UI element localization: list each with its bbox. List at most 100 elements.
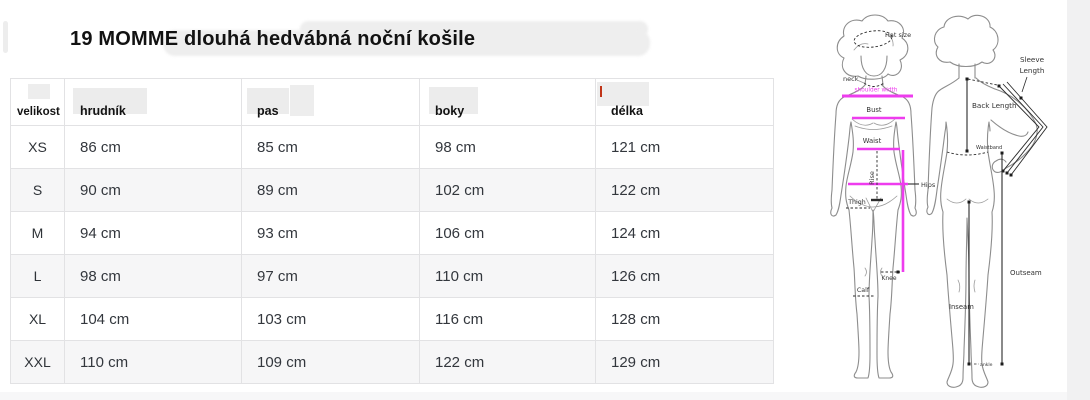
sleeve-length-label-1: Sleeve bbox=[1020, 55, 1045, 64]
size-table-header-row: velikost hrudník pas boky délka bbox=[10, 78, 774, 126]
outseam-label: Outseam bbox=[1010, 269, 1042, 277]
front-figure: Hat size neck shoulder width Bust Waist … bbox=[830, 14, 936, 379]
panty-lines bbox=[849, 195, 898, 213]
inseam-bottom-dot bbox=[967, 362, 971, 366]
cell-chest: 86 cm bbox=[64, 125, 242, 169]
cell-length: 121 cm bbox=[595, 125, 774, 169]
seat-lines bbox=[946, 198, 989, 204]
back-figure: Back Length Waistband Sleeve Length Inse… bbox=[926, 14, 1048, 388]
back-body bbox=[926, 77, 995, 388]
size-table: velikost hrudník pas boky délka XS 86 cm… bbox=[10, 78, 774, 384]
neck-to-sleeve-line bbox=[967, 78, 998, 86]
cell-size: XXL bbox=[10, 340, 65, 384]
sleeve-band-2 bbox=[1002, 83, 1044, 174]
column-header-waist: pas bbox=[241, 78, 420, 126]
neck-label: neck bbox=[843, 75, 859, 83]
back-hair bbox=[933, 14, 999, 68]
table-row: XS 86 cm 85 cm 98 cm 121 cm bbox=[10, 125, 774, 169]
waistband-label: Waistband bbox=[976, 145, 1002, 151]
sleeve-start-dot bbox=[997, 84, 1001, 88]
cell-length: 124 cm bbox=[595, 211, 774, 255]
column-header-hips: boky bbox=[419, 78, 596, 126]
cell-length: 126 cm bbox=[595, 254, 774, 298]
cell-hips: 106 cm bbox=[419, 211, 596, 255]
cell-hips: 98 cm bbox=[419, 125, 596, 169]
sleeve-end-dot bbox=[1005, 171, 1009, 175]
column-header-chest: hrudník bbox=[64, 78, 242, 126]
page-right-gutter bbox=[1067, 0, 1090, 400]
cell-waist: 103 cm bbox=[241, 297, 420, 341]
cell-length: 128 cm bbox=[595, 297, 774, 341]
rise-label: Rise bbox=[868, 171, 876, 185]
cell-hips: 110 cm bbox=[419, 254, 596, 298]
table-row: XXL 110 cm 109 cm 122 cm 129 cm bbox=[10, 340, 774, 384]
back-knee-lines bbox=[957, 279, 976, 293]
neck-pointer bbox=[856, 79, 865, 84]
column-header-size: velikost bbox=[10, 78, 65, 126]
hat-size-line bbox=[853, 30, 893, 48]
cell-chest: 110 cm bbox=[64, 340, 242, 384]
table-row: XL 104 cm 103 cm 116 cm 128 cm bbox=[10, 297, 774, 341]
inseam-label: Inseam bbox=[949, 303, 974, 311]
cell-length: 122 cm bbox=[595, 168, 774, 212]
body-measurement-diagram: Hat size neck shoulder width Bust Waist … bbox=[830, 14, 1048, 388]
cell-hips: 102 cm bbox=[419, 168, 596, 212]
bent-arm-outer bbox=[994, 88, 1038, 169]
sleeve-mid-dot bbox=[1019, 96, 1023, 100]
cell-size: M bbox=[10, 211, 65, 255]
cell-size: S bbox=[10, 168, 65, 212]
sleeve-label-pointer bbox=[1021, 76, 1028, 93]
outseam-bottom-dot bbox=[1000, 362, 1004, 366]
page-title: 19 MOMME dlouhá hedvábná noční košile bbox=[70, 28, 476, 50]
front-body bbox=[830, 84, 917, 379]
table-row: L 98 cm 97 cm 110 cm 126 cm bbox=[10, 254, 774, 298]
bra-lines bbox=[851, 118, 896, 130]
sleeve-end-dot bbox=[1009, 173, 1013, 177]
back-length-label: Back Length bbox=[972, 101, 1017, 110]
back-length-bottom-dot bbox=[965, 149, 969, 153]
cell-waist: 97 cm bbox=[241, 254, 420, 298]
table-row: M 94 cm 93 cm 106 cm 124 cm bbox=[10, 211, 774, 255]
bent-arm-inner bbox=[990, 119, 1029, 137]
sleeve-band-1 bbox=[998, 85, 1040, 172]
front-hair bbox=[836, 14, 909, 80]
cell-chest: 104 cm bbox=[64, 297, 242, 341]
cell-waist: 85 cm bbox=[241, 125, 420, 169]
table-row: S 90 cm 89 cm 102 cm 122 cm bbox=[10, 168, 774, 212]
cell-hips: 116 cm bbox=[419, 297, 596, 341]
sleeve-band-3 bbox=[1006, 81, 1048, 176]
back-length-top-dot bbox=[965, 77, 969, 81]
shoulder-width-label: shoulder width bbox=[855, 88, 898, 94]
sleeve-length-label-2: Length bbox=[1020, 66, 1045, 75]
cell-chest: 94 cm bbox=[64, 211, 242, 255]
cell-waist: 93 cm bbox=[241, 211, 420, 255]
column-header-length: délka bbox=[595, 78, 774, 126]
cell-hips: 122 cm bbox=[419, 340, 596, 384]
knee-hint-lines bbox=[864, 267, 883, 277]
text-cursor-mark bbox=[600, 86, 602, 97]
cell-size: L bbox=[10, 254, 65, 298]
outseam-top-dot bbox=[1000, 151, 1004, 155]
right-shoulder bbox=[975, 77, 996, 90]
knee-label: Knee bbox=[881, 275, 896, 282]
waist-label: Waist bbox=[863, 137, 882, 145]
title-smudge bbox=[163, 30, 650, 56]
page-bottom-gutter bbox=[0, 392, 1067, 400]
sleeve-end-dot bbox=[1001, 169, 1005, 173]
ankle-label: ankle bbox=[980, 362, 993, 368]
cell-chest: 98 cm bbox=[64, 254, 242, 298]
thigh-label: Thigh bbox=[847, 199, 866, 206]
inseam-top-dot bbox=[967, 200, 971, 204]
cell-size: XL bbox=[10, 297, 65, 341]
knee-dot bbox=[896, 270, 900, 274]
front-neck bbox=[864, 75, 884, 86]
back-neck bbox=[958, 63, 976, 79]
waistband-line bbox=[946, 151, 989, 156]
left-edge-artifact bbox=[3, 21, 8, 53]
cell-waist: 89 cm bbox=[241, 168, 420, 212]
calf-label: Calf bbox=[857, 287, 870, 294]
hat-size-label: Hat size bbox=[885, 31, 911, 39]
front-face bbox=[860, 55, 888, 77]
cell-size: XS bbox=[10, 125, 65, 169]
